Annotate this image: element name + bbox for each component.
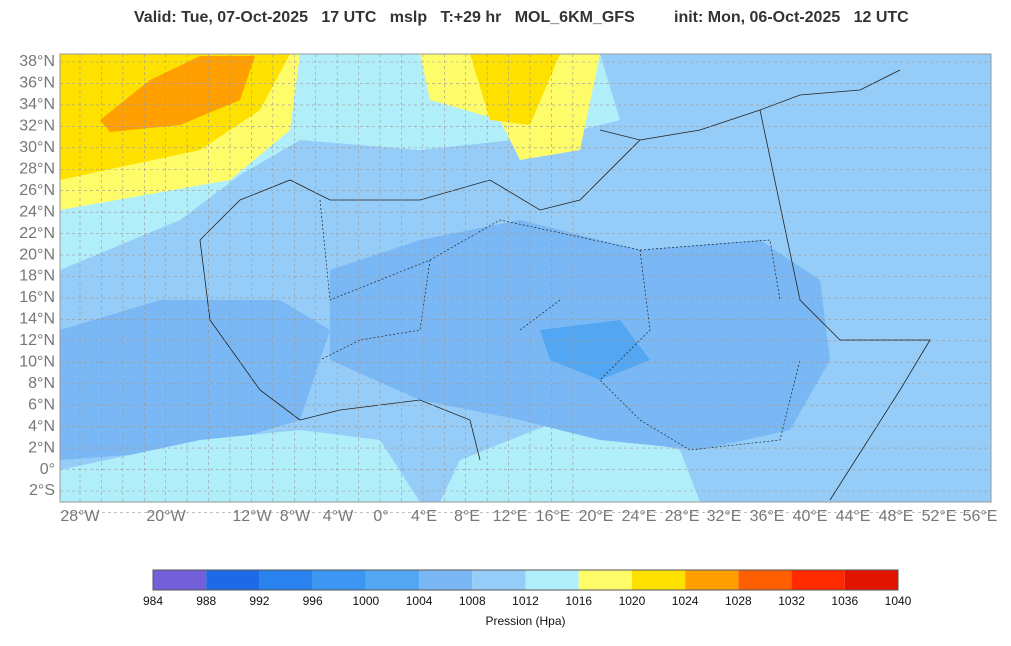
lat-label: 34°N (19, 96, 55, 113)
lat-label: 4°N (28, 418, 55, 435)
lon-label: 44°E (836, 508, 871, 525)
lat-label: 24°N (19, 203, 55, 220)
colorbar-label: 992 (249, 594, 269, 608)
lat-label: 8°N (28, 375, 55, 392)
lat-label: 16°N (19, 289, 55, 306)
colorbar-label: 1008 (459, 594, 486, 608)
lat-label: 10°N (19, 354, 55, 371)
lat-label: 0° (40, 461, 55, 478)
colorbar-swatch (312, 570, 366, 590)
lon-label: 40°E (793, 508, 828, 525)
colorbar-label: 984 (143, 594, 163, 608)
lat-label: 22°N (19, 225, 55, 242)
colorbar-label: 1036 (831, 594, 858, 608)
colorbar-swatch (844, 570, 898, 590)
lon-label: 4°W (323, 508, 354, 525)
colorbar-swatch (472, 570, 526, 590)
lon-label: 12°W (232, 508, 272, 525)
lon-label: 48°E (879, 508, 914, 525)
lat-label: 14°N (19, 311, 55, 328)
colorbar-label: 1028 (725, 594, 752, 608)
colorbar-label: 1024 (672, 594, 699, 608)
colorbar-swatch (153, 570, 207, 590)
colorbar-swatch (578, 570, 632, 590)
lon-label: 36°E (750, 508, 785, 525)
lon-label: 12°E (493, 508, 528, 525)
colorbar-title: Pression (Hpa) (485, 614, 565, 628)
lat-label: 36°N (19, 75, 55, 92)
valid-text: Valid: Tue, 07-Oct-2025 17 UTC mslp T:+2… (134, 9, 635, 26)
colorbar-swatch (525, 570, 579, 590)
map (60, 54, 991, 502)
lon-label: 0° (373, 508, 388, 525)
lat-label: 2°N (28, 439, 55, 456)
lon-label: 28°W (60, 508, 100, 525)
colorbar-swatch (419, 570, 473, 590)
colorbar-label: 1000 (353, 594, 380, 608)
colorbar-label: 1020 (619, 594, 646, 608)
lon-label: 32°E (707, 508, 742, 525)
lon-label: 8°E (454, 508, 480, 525)
graticule (60, 54, 991, 513)
colorbar-label: 1040 (885, 594, 912, 608)
lon-label: 16°E (536, 508, 571, 525)
colorbar-swatch (206, 570, 260, 590)
colorbar-swatch (259, 570, 313, 590)
lat-label: 6°N (28, 396, 55, 413)
lon-label: 28°E (665, 508, 700, 525)
lat-label: 32°N (19, 118, 55, 135)
colorbar-label: 996 (303, 594, 323, 608)
colorbar-label: 1004 (406, 594, 433, 608)
colorbar-swatch (685, 570, 739, 590)
lat-label: 20°N (19, 246, 55, 263)
colorbar-swatch (791, 570, 845, 590)
lon-label: 52°E (922, 508, 957, 525)
map-frame (59, 53, 992, 503)
lat-label: 38°N (19, 53, 55, 70)
colorbar-frame (152, 569, 899, 591)
init-text: init: Mon, 06-Oct-2025 12 UTC (674, 9, 909, 26)
lat-label: 18°N (19, 268, 55, 285)
colorbar-label: 1032 (778, 594, 805, 608)
lat-label: 12°N (19, 332, 55, 349)
lat-label: 30°N (19, 139, 55, 156)
colorbar-swatch (631, 570, 686, 590)
colorbar-label: 1016 (565, 594, 592, 608)
lon-label: 8°W (280, 508, 311, 525)
lat-label: 28°N (19, 160, 55, 177)
lon-label: 20°E (579, 508, 614, 525)
lon-label: 56°E (963, 508, 998, 525)
colorbar-label: 1012 (512, 594, 539, 608)
colorbar-swatch (365, 570, 420, 590)
lon-label: 24°E (622, 508, 657, 525)
lat-label: 2°S (29, 482, 55, 499)
lon-label: 4°E (411, 508, 437, 525)
lat-label: 26°N (19, 182, 55, 199)
colorbar-label: 988 (196, 594, 216, 608)
lon-label: 20°W (146, 508, 186, 525)
colorbar-swatch (738, 570, 792, 590)
